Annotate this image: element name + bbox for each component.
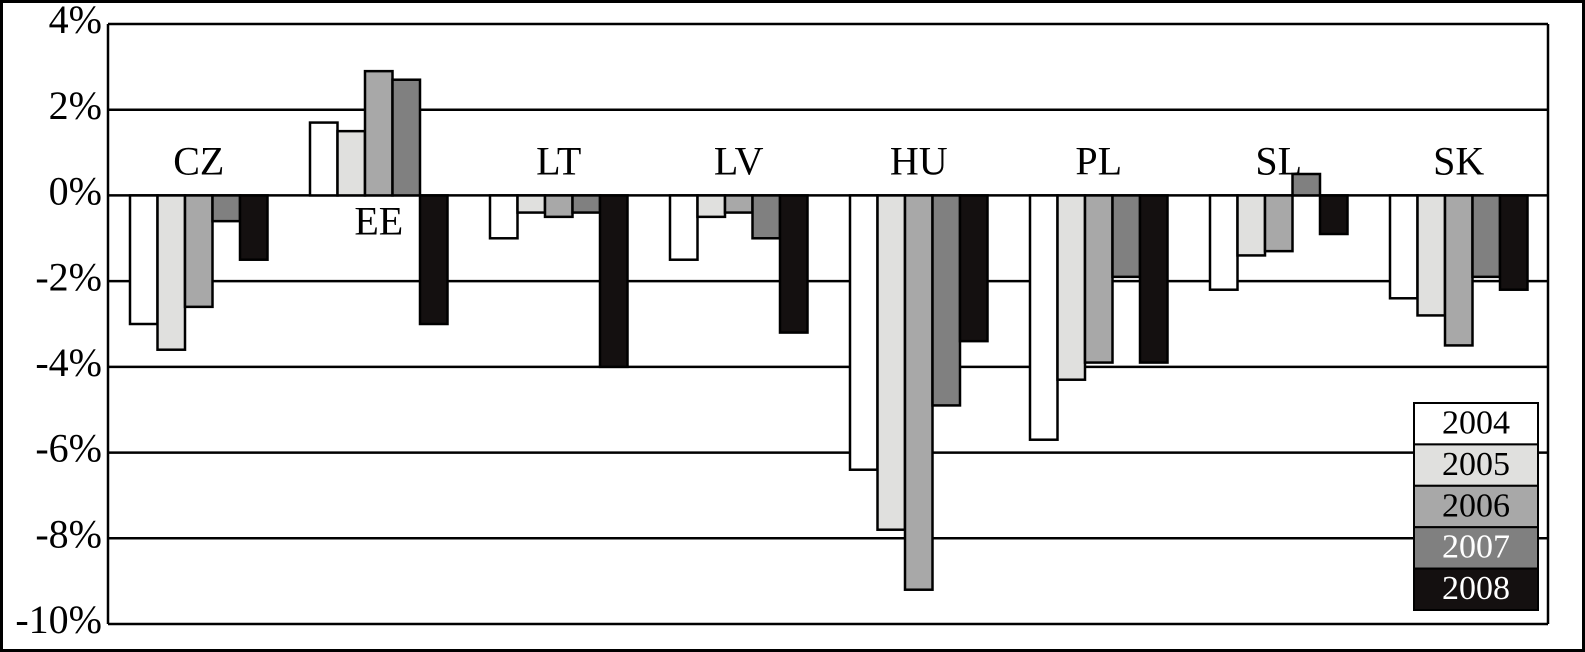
- y-tick-label: 4%: [49, 0, 102, 42]
- bar: [668, 194, 699, 261]
- bar: [571, 194, 602, 214]
- legend-swatch: [1413, 443, 1539, 487]
- bar: [931, 194, 962, 407]
- bar: [1208, 194, 1239, 291]
- bar: [183, 194, 214, 309]
- y-tick-label: 2%: [49, 83, 102, 128]
- category-label: SK: [1433, 139, 1484, 184]
- legend-label: 2007: [1442, 529, 1510, 566]
- bar: [1318, 194, 1349, 236]
- bar: [128, 194, 159, 326]
- bar: [1471, 194, 1502, 279]
- bar: [1388, 194, 1419, 300]
- bar: [848, 194, 879, 471]
- bar: [418, 194, 449, 326]
- bar: [488, 194, 519, 240]
- bar: [211, 194, 242, 223]
- category-label: SL: [1255, 139, 1302, 184]
- legend-label: 2005: [1442, 446, 1510, 483]
- bar: [1111, 194, 1142, 279]
- category-label: CZ: [173, 139, 224, 184]
- bar: [1498, 194, 1529, 291]
- bar: [1291, 172, 1322, 197]
- bar: [543, 194, 574, 219]
- y-tick-label: -2%: [35, 254, 102, 299]
- bar: [1263, 194, 1294, 253]
- category-label: PL: [1075, 139, 1122, 184]
- bar: [516, 194, 547, 214]
- bar: [876, 194, 907, 531]
- bar: [598, 194, 629, 369]
- y-tick-label: 0%: [49, 169, 102, 214]
- legend-label: 2006: [1442, 487, 1510, 524]
- bar: [1236, 194, 1267, 257]
- bar: [391, 78, 422, 197]
- legend-swatch: [1413, 567, 1539, 611]
- bar: [696, 194, 727, 219]
- bar: [1028, 194, 1059, 441]
- bar: [751, 194, 782, 240]
- category-label: HU: [890, 139, 948, 184]
- bar: [1083, 194, 1114, 364]
- bar: [308, 121, 339, 197]
- bar: [1443, 194, 1474, 347]
- y-tick-label: -4%: [35, 340, 102, 385]
- bar: [958, 194, 989, 343]
- category-label: LT: [536, 139, 581, 184]
- y-tick-label: -6%: [35, 426, 102, 471]
- legend-swatch: [1413, 526, 1539, 570]
- bar: [903, 194, 934, 591]
- bar: [1056, 194, 1087, 381]
- bar: [723, 194, 754, 214]
- bar: [238, 194, 269, 261]
- bar: [1138, 194, 1169, 364]
- y-tick-label: -8%: [35, 511, 102, 556]
- bar: [1416, 194, 1447, 317]
- bar: [156, 194, 187, 351]
- bar: [778, 194, 809, 334]
- legend-label: 2004: [1442, 404, 1510, 441]
- bar: [363, 69, 394, 197]
- category-label: LV: [714, 139, 764, 184]
- category-label: EE: [354, 199, 403, 244]
- y-tick-label: -10%: [15, 597, 102, 642]
- bar: [336, 129, 367, 197]
- legend-label: 2008: [1442, 570, 1510, 607]
